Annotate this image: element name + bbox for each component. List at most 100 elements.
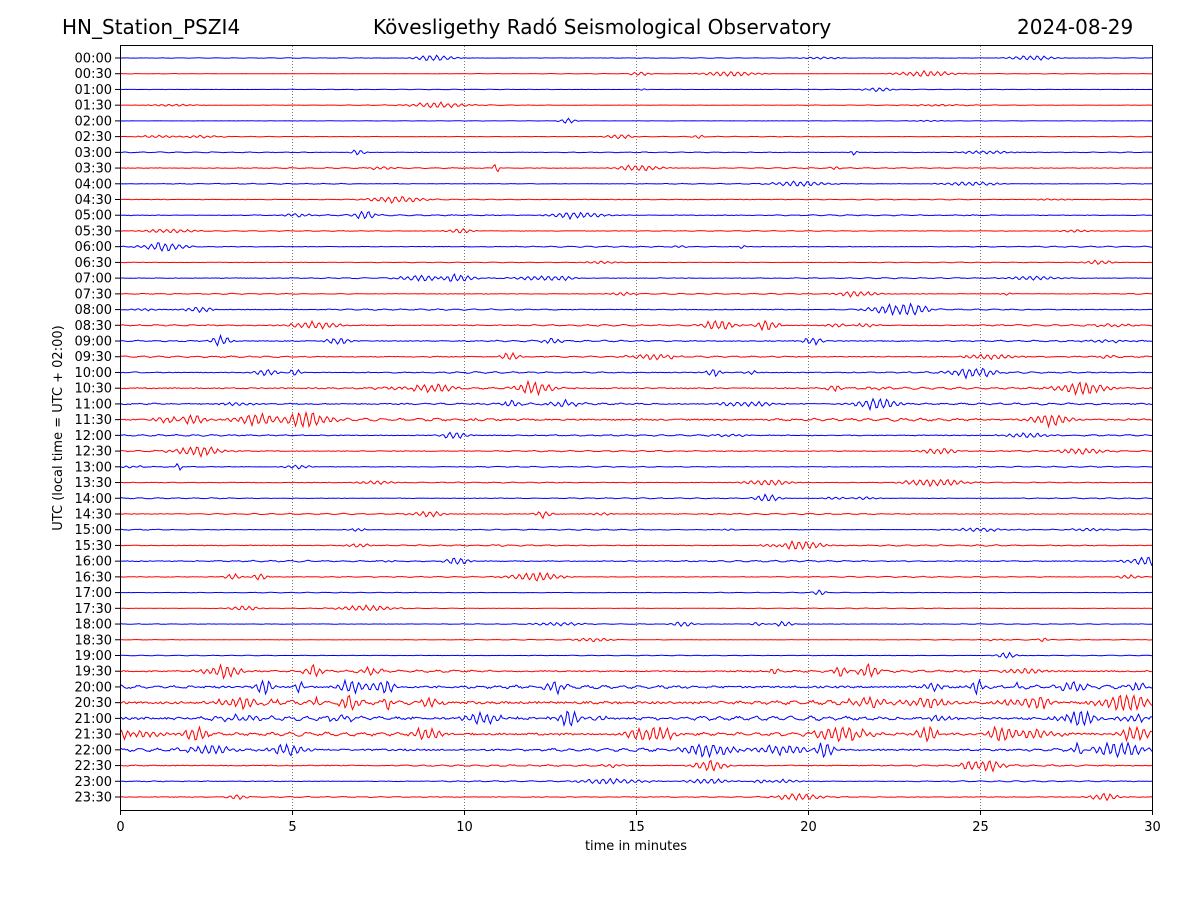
row-label: 22:30 [75, 759, 112, 774]
trace-1600 [120, 556, 1153, 566]
row-label: 08:30 [75, 319, 112, 334]
row-label: 17:30 [75, 602, 112, 617]
row-label: 19:30 [75, 665, 112, 680]
row-label: 23:00 [75, 775, 112, 790]
row-label: 13:00 [75, 460, 112, 475]
trace-1730 [119, 604, 1152, 612]
row-label: 20:30 [75, 696, 112, 711]
trace-1430 [119, 510, 1153, 520]
trace-0800 [119, 302, 1153, 317]
trace-1900 [119, 651, 1153, 659]
row-label: 19:00 [75, 649, 112, 664]
x-tick-label: 30 [1144, 820, 1161, 835]
trace-0130 [119, 101, 1153, 109]
trace-0900 [119, 333, 1153, 347]
row-label: 09:00 [75, 335, 112, 350]
trace-0700 [120, 272, 1153, 282]
station-label: HN_Station_PSZI4 [62, 15, 241, 39]
row-label: 16:00 [75, 555, 112, 570]
trace-1930 [120, 662, 1153, 680]
trace-0830 [119, 319, 1153, 332]
trace-0000 [119, 54, 1153, 62]
row-label: 06:30 [75, 256, 112, 271]
trace-1100 [119, 397, 1152, 412]
x-tick-label: 15 [628, 820, 645, 835]
row-label: 10:30 [75, 382, 112, 397]
trace-2230 [119, 759, 1153, 773]
row-label: 14:30 [75, 507, 112, 522]
trace-1530 [119, 539, 1153, 551]
x-axis-label: time in minutes [585, 839, 687, 854]
trace-1400 [119, 493, 1153, 502]
row-label: 09:30 [75, 350, 112, 365]
row-label: 02:00 [75, 114, 112, 129]
x-tick-label: 20 [800, 820, 817, 835]
trace-1630 [119, 571, 1153, 582]
row-label: 00:00 [75, 52, 112, 67]
row-label: 21:30 [75, 728, 112, 743]
row-label: 17:00 [75, 586, 112, 601]
trace-0230 [120, 134, 1152, 140]
row-label: 10:00 [75, 366, 112, 381]
trace-2000 [119, 678, 1153, 696]
trace-1700 [120, 589, 1153, 596]
trace-0330 [119, 163, 1153, 173]
x-tick-label: 25 [972, 820, 989, 835]
row-label: 16:30 [75, 570, 112, 585]
row-label: 05:30 [75, 224, 112, 239]
trace-0100 [120, 87, 1153, 93]
row-label: 04:30 [75, 193, 112, 208]
chart-title: Kövesligethy Radó Seismological Observat… [373, 15, 832, 39]
trace-1030 [119, 379, 1153, 397]
trace-1500 [119, 527, 1152, 533]
row-label: 12:30 [75, 445, 112, 460]
trace-2200 [119, 741, 1153, 759]
trace-2330 [119, 792, 1153, 802]
row-label: 20:00 [75, 680, 112, 695]
row-label: 15:00 [75, 523, 112, 538]
row-label: 18:00 [75, 618, 112, 633]
trace-1130 [119, 410, 1153, 429]
row-label: 00:30 [75, 67, 112, 82]
trace-0500 [119, 210, 1153, 221]
row-label: 23:30 [75, 791, 112, 806]
x-tick-label: 5 [288, 820, 296, 835]
row-label: 02:30 [75, 130, 112, 145]
row-label: 04:00 [75, 177, 112, 192]
x-tick-label: 10 [456, 820, 473, 835]
row-label: 06:00 [75, 240, 112, 255]
row-label: 03:30 [75, 162, 112, 177]
trace-0400 [119, 180, 1152, 187]
y-axis-label: UTC (local time = UTC + 02:00) [51, 325, 66, 530]
row-label: 05:00 [75, 209, 112, 224]
x-tick-label: 0 [116, 820, 124, 835]
row-label: 11:30 [75, 413, 112, 428]
row-label: 11:00 [75, 397, 112, 412]
trace-2300 [119, 777, 1152, 785]
trace-2100 [119, 709, 1152, 728]
row-label: 18:30 [75, 633, 112, 648]
trace-1800 [119, 620, 1153, 628]
trace-0930 [120, 351, 1153, 361]
row-label: 15:30 [75, 539, 112, 554]
trace-1000 [119, 367, 1152, 380]
trace-0300 [120, 149, 1153, 156]
date-label: 2024-08-29 [1017, 15, 1134, 39]
trace-0630 [119, 259, 1153, 266]
trace-1300 [119, 462, 1153, 472]
trace-2030 [119, 694, 1153, 712]
row-label: 01:00 [75, 83, 112, 98]
trace-0600 [120, 242, 1153, 252]
trace-0200 [119, 117, 1152, 124]
row-label: 14:00 [75, 492, 112, 507]
row-label: 07:30 [75, 287, 112, 302]
row-label: 08:00 [75, 303, 112, 318]
row-label: 22:00 [75, 743, 112, 758]
trace-1200 [119, 431, 1152, 439]
trace-1230 [119, 446, 1152, 459]
trace-0730 [119, 291, 1152, 298]
trace-0530 [119, 228, 1153, 234]
trace-1330 [119, 478, 1153, 488]
row-label: 12:00 [75, 429, 112, 444]
